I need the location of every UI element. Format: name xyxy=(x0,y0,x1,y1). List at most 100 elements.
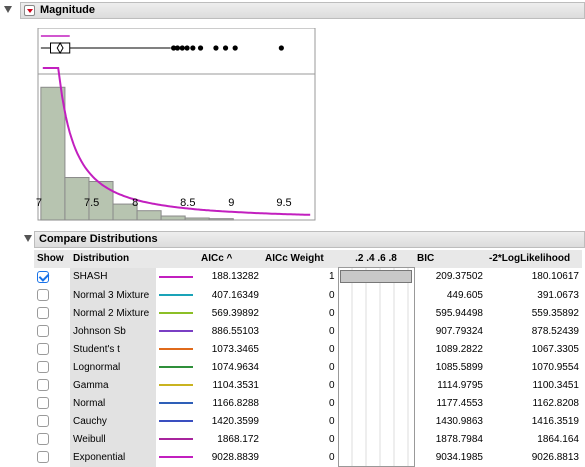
density-curve xyxy=(42,67,311,216)
show-cell xyxy=(34,448,70,467)
show-checkbox[interactable] xyxy=(37,379,49,391)
swatch-cell xyxy=(156,304,198,322)
aicc-value: 188.13282 xyxy=(211,271,259,283)
bic-value: 449.605 xyxy=(446,289,483,301)
weight-bar-cell xyxy=(337,430,415,448)
red-triangle-menu-icon[interactable] xyxy=(24,5,35,16)
col-bic[interactable]: BIC xyxy=(414,250,486,268)
show-checkbox[interactable] xyxy=(37,433,49,445)
loglik-value: 1162.8208 xyxy=(532,397,579,409)
show-checkbox[interactable] xyxy=(37,307,49,319)
loglik-value: 391.0673 xyxy=(537,289,579,301)
show-cell xyxy=(34,430,70,448)
table-row: Cauchy 1420.3599 0 1430.9863 1416.3519 xyxy=(34,412,582,430)
weight-bar-cell xyxy=(337,322,415,340)
show-cell xyxy=(34,322,70,340)
x-tick-label: 9 xyxy=(228,197,235,209)
mean-diamond xyxy=(56,41,64,55)
line-color-swatch xyxy=(159,347,193,350)
table-row: Lognormal 1074.9634 0 1085.5899 1070.955… xyxy=(34,358,582,376)
loglik-value: 559.35892 xyxy=(531,307,579,319)
table-row: SHASH 188.13282 1 209.37502 180.10617 xyxy=(34,267,582,286)
swatch-cell xyxy=(156,358,198,376)
show-checkbox[interactable] xyxy=(37,270,49,283)
show-checkbox[interactable] xyxy=(37,415,49,427)
col-aicc[interactable]: AICc ^ xyxy=(198,250,262,268)
line-color-swatch xyxy=(159,401,193,404)
aicc-weight-value: 0 xyxy=(328,343,335,355)
aicc-value: 1104.3531 xyxy=(212,379,259,391)
bic-value: 1177.4553 xyxy=(436,397,483,409)
histogram-bar xyxy=(64,177,90,221)
show-checkbox[interactable] xyxy=(37,451,49,464)
col-distribution[interactable]: Distribution xyxy=(70,250,156,268)
show-checkbox[interactable] xyxy=(37,361,49,373)
distribution-name: Gamma xyxy=(70,376,156,394)
line-color-swatch xyxy=(159,383,193,386)
col-show[interactable]: Show xyxy=(34,250,70,268)
line-color-swatch xyxy=(159,311,193,314)
disclosure-triangle-icon[interactable] xyxy=(24,235,32,242)
table-row: Normal 2 Mixture 569.39892 0 595.94498 5… xyxy=(34,304,582,322)
show-checkbox[interactable] xyxy=(37,397,49,409)
line-color-swatch xyxy=(159,329,193,332)
outlier-point xyxy=(278,45,284,51)
swatch-cell xyxy=(156,448,198,467)
table-row: Gamma 1104.3531 0 1114.9795 1100.3451 xyxy=(34,376,582,394)
col-loglik[interactable]: -2*LogLikelihood xyxy=(486,250,582,268)
outlier-point xyxy=(222,45,229,51)
loglik-value: 1070.9554 xyxy=(531,361,579,373)
x-tick-label: 7.5 xyxy=(83,197,100,209)
swatch-cell xyxy=(156,430,198,448)
x-tick-label: 9.5 xyxy=(276,197,292,209)
show-checkbox[interactable] xyxy=(37,325,49,337)
weight-bar-cell xyxy=(337,412,415,430)
show-checkbox[interactable] xyxy=(37,289,49,301)
bic-value: 1430.9863 xyxy=(435,415,483,427)
weight-bar-cell xyxy=(337,358,415,376)
histogram-bar xyxy=(160,215,186,221)
compare-title: Compare Distributions xyxy=(39,233,158,245)
loglik-value: 1100.3451 xyxy=(532,379,579,391)
bic-value: 209.37502 xyxy=(435,271,483,283)
distribution-name: Normal 2 Mixture xyxy=(70,304,156,322)
line-color-swatch xyxy=(159,275,193,278)
aicc-weight-value: 0 xyxy=(328,415,335,427)
loglik-value: 1067.3305 xyxy=(531,343,579,355)
outlier-point xyxy=(171,45,177,51)
outlier-point xyxy=(213,45,219,51)
loglik-value: 1864.164 xyxy=(537,433,579,445)
show-checkbox[interactable] xyxy=(37,343,49,355)
weight-bar-cell xyxy=(337,394,415,412)
aicc-weight-value: 0 xyxy=(328,397,335,409)
table-header-row: Show Distribution AICc ^ AICc Weight .2 … xyxy=(34,250,582,268)
table-row: Normal 3 Mixture 407.16349 0 449.605 391… xyxy=(34,286,582,304)
bic-value: 907.79324 xyxy=(435,325,483,337)
aicc-weight-value: 0 xyxy=(328,361,335,373)
weight-bar-cell xyxy=(337,340,415,358)
outlier-point xyxy=(197,45,204,51)
line-color-swatch xyxy=(159,365,193,368)
aicc-value: 1074.9634 xyxy=(211,361,259,373)
table-row: Normal 1166.8288 0 1177.4553 1162.8208 xyxy=(34,394,582,412)
col-weight-bar: .2 .4 .6 .8 xyxy=(338,250,414,268)
swatch-cell xyxy=(156,376,198,394)
show-cell xyxy=(34,358,70,376)
weight-bar-cell xyxy=(337,267,415,286)
outlier-point xyxy=(174,45,181,51)
distribution-name: Normal xyxy=(70,394,156,412)
swatch-cell xyxy=(156,340,198,358)
line-color-swatch xyxy=(159,456,193,459)
compare-header: Compare Distributions xyxy=(34,231,585,248)
loglik-value: 878.52439 xyxy=(531,325,579,337)
aicc-weight-value: 0 xyxy=(328,379,335,391)
aicc-value: 886.55103 xyxy=(211,325,259,337)
aicc-value: 407.16349 xyxy=(211,289,259,301)
box xyxy=(50,42,71,54)
disclosure-triangle-icon[interactable] xyxy=(4,6,12,13)
col-aicc-weight[interactable]: AICc Weight xyxy=(262,250,338,268)
show-cell xyxy=(34,304,70,322)
distribution-name: Johnson Sb xyxy=(70,322,156,340)
show-cell xyxy=(34,412,70,430)
bic-value: 1114.9795 xyxy=(437,379,483,391)
